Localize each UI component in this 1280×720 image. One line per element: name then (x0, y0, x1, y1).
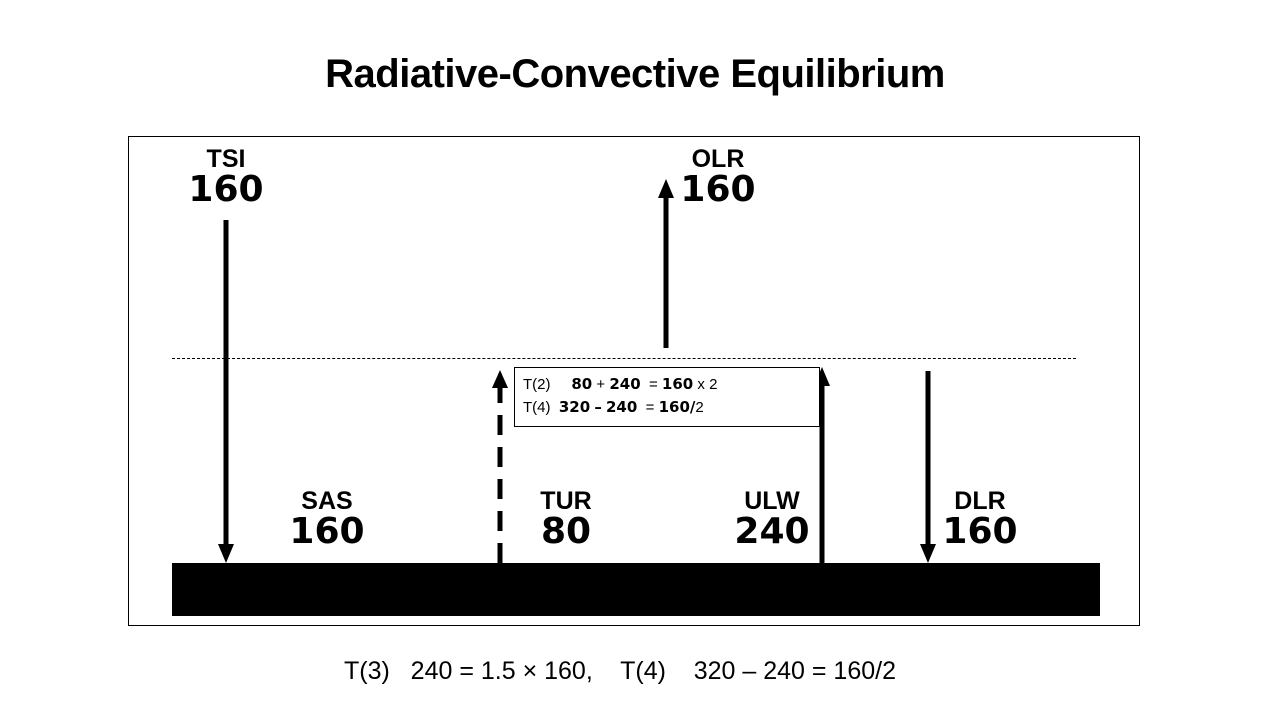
footer-formula: T(3) 240 = 1.5 × 160, T(4) 320 – 240 = 1… (344, 657, 896, 685)
tur-arrowhead (492, 370, 508, 388)
diagram-frame (128, 136, 1140, 626)
equation-row-1: T(2) 80 + 240 = 160 x 2 (523, 373, 819, 396)
dlr-value: 160 (942, 511, 1018, 552)
eq1-c: 160 (661, 375, 694, 393)
eq2-eq: = (645, 399, 655, 416)
sas-label: SAS 160 (277, 488, 377, 550)
equation-row-2: T(4) 320 – 240 = 160/2 (523, 396, 819, 419)
diagram-title: Radiative-Convective Equilibrium (325, 52, 945, 96)
eq2-c: 160/ (658, 398, 696, 416)
ulw-name: ULW (744, 487, 800, 515)
eq1-b: 240 (609, 375, 641, 393)
dlr-arrowhead (920, 544, 936, 563)
tsi-value: 160 (188, 169, 264, 210)
olr-value: 160 (680, 169, 756, 210)
dlr-name: DLR (954, 487, 1006, 515)
tsi-label: TSI 160 (176, 146, 276, 208)
surface-bar (172, 563, 1100, 616)
eq1-tag: T(2) (523, 376, 551, 393)
tur-value: 80 (540, 511, 592, 552)
eq1-tail: x 2 (697, 376, 718, 393)
tur-name: TUR (540, 487, 592, 515)
ulw-label: ULW 240 (722, 488, 822, 550)
atmosphere-boundary-line (172, 358, 1076, 359)
dlr-label: DLR 160 (930, 488, 1030, 550)
olr-name: OLR (691, 145, 745, 173)
sas-name: SAS (301, 487, 353, 515)
equation-box: T(2) 80 + 240 = 160 x 2 T(4) 320 – 240 =… (514, 367, 820, 427)
eq1-op: + (596, 376, 606, 393)
tur-label: TUR 80 (516, 488, 616, 550)
eq2-op: – (594, 398, 602, 416)
eq2-tag: T(4) (523, 399, 551, 416)
olr-arrowhead (658, 179, 674, 198)
eq2-b: 240 (606, 398, 638, 416)
eq1-a: 80 (571, 375, 593, 393)
eq2-tail: 2 (695, 399, 704, 416)
olr-label: OLR 160 (668, 146, 768, 208)
eq1-eq: = (648, 376, 658, 393)
tsi-arrowhead (218, 544, 234, 563)
sas-value: 160 (289, 511, 365, 552)
tsi-name: TSI (206, 145, 246, 173)
ulw-value: 240 (734, 511, 810, 552)
eq2-a: 320 (558, 398, 591, 416)
